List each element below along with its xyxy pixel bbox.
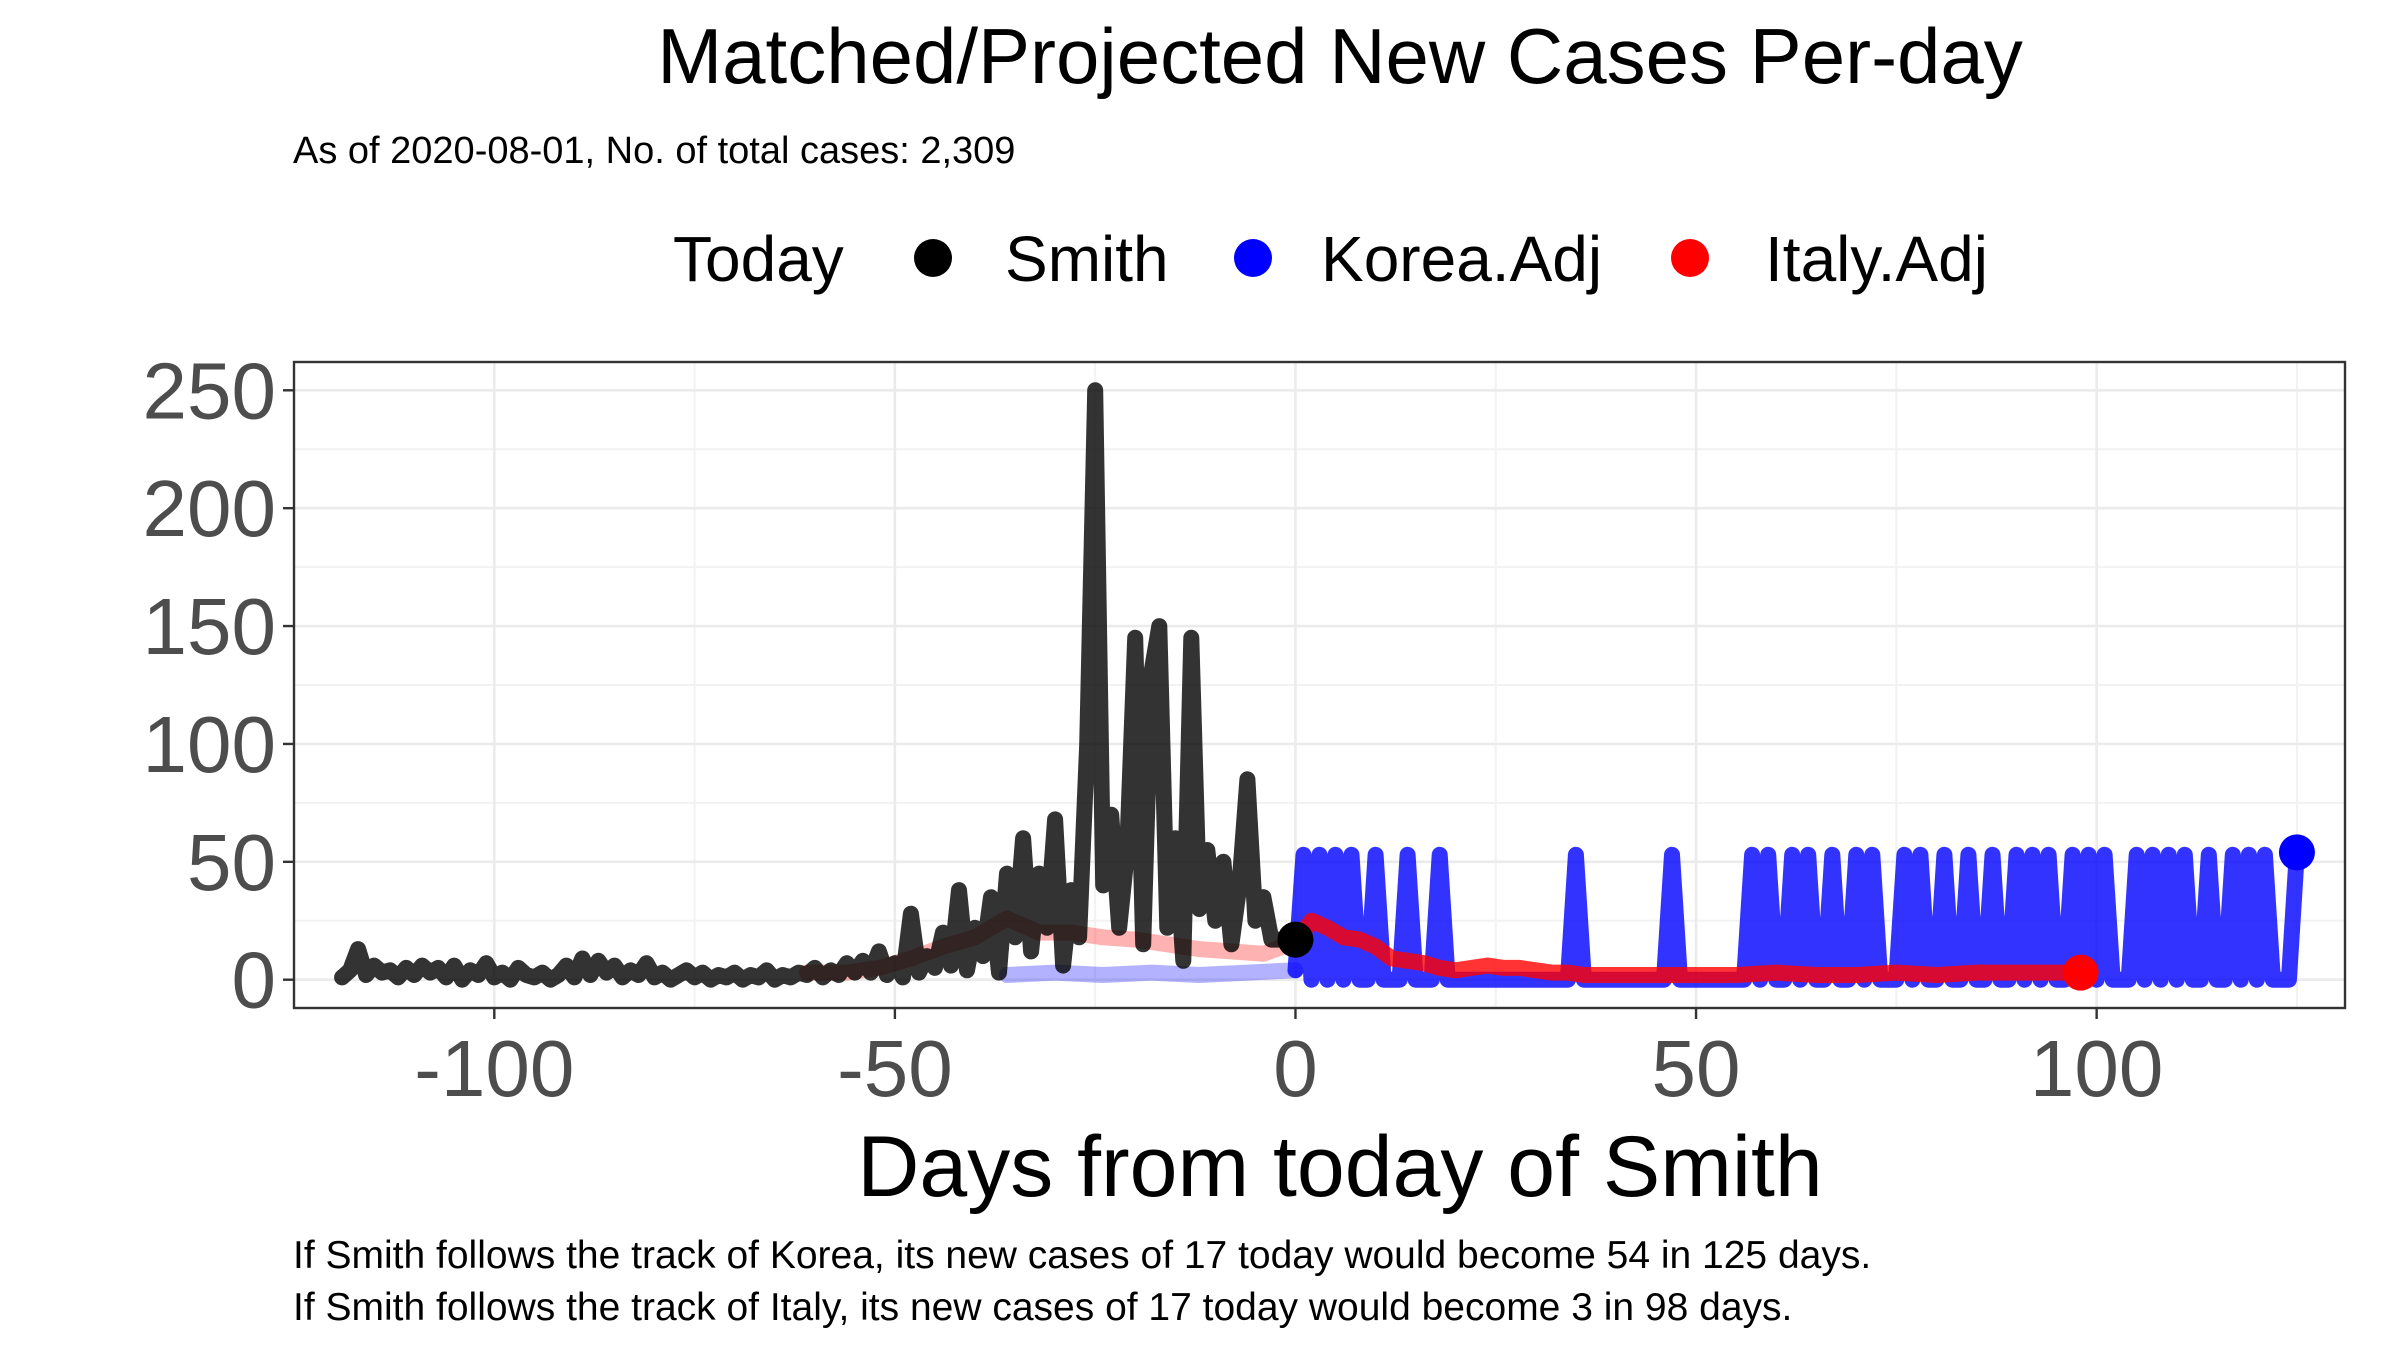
korea-end-point — [2278, 834, 2315, 871]
legend-key-smith — [914, 239, 952, 277]
smith-line — [334, 382, 1304, 988]
legend-label-italy: Italy.Adj — [1765, 223, 1988, 295]
y-tick-label: 100 — [143, 700, 276, 789]
x-axis-title: Days from today of Smith — [857, 1119, 1822, 1215]
legend-label-smith: Smith — [1005, 223, 1169, 295]
x-tick-label: 0 — [1273, 1024, 1318, 1113]
y-tick-label: 0 — [232, 936, 277, 1025]
chart-subtitle: As of 2020-08-01, No. of total cases: 2,… — [293, 130, 1015, 172]
chart-title: Matched/Projected New Cases Per-day — [657, 12, 2023, 100]
smith-today-point — [1277, 921, 1314, 958]
y-tick-label: 250 — [143, 346, 276, 435]
x-tick-label: -50 — [837, 1024, 953, 1113]
legend-key-korea — [1234, 239, 1272, 277]
series-layer — [334, 382, 2315, 991]
plot-border — [292, 360, 2347, 1010]
korea-line-projected — [1287, 844, 2305, 988]
italy-line-projected — [1287, 912, 2089, 983]
caption-italy: If Smith follows the track of Italy, its… — [293, 1286, 1792, 1329]
y-tick-label: 200 — [143, 464, 276, 553]
italy-end-point — [2062, 954, 2099, 991]
caption-korea: If Smith follows the track of Korea, its… — [293, 1234, 1871, 1277]
legend-label-korea: Korea.Adj — [1321, 223, 1602, 295]
y-tick-label: 50 — [187, 818, 276, 907]
korea-line-past — [999, 962, 1304, 983]
tick-labels: -100 -50 0 50 100 0 50 100 150 200 250 — [143, 346, 2164, 1113]
x-tick-label: 50 — [1652, 1024, 1741, 1113]
legend-title: Today — [673, 223, 844, 295]
legend: Today Smith Korea.Adj Italy.Adj — [673, 223, 1988, 295]
legend-key-italy — [1671, 239, 1709, 277]
y-tick-label: 150 — [143, 582, 276, 671]
x-tick-label: -100 — [414, 1024, 574, 1113]
x-tick-label: 100 — [2030, 1024, 2163, 1113]
axis-ticks — [283, 389, 2098, 1019]
